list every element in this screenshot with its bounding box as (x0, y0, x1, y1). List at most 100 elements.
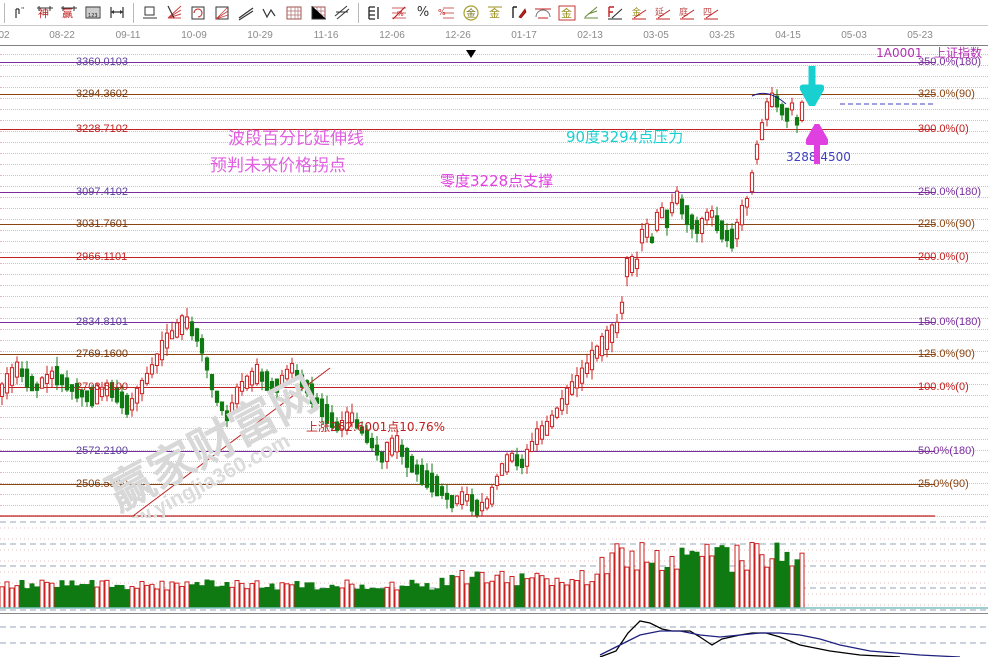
volume-bar (184, 581, 190, 609)
candle (169, 321, 175, 340)
arc-icon[interactable] (532, 2, 554, 24)
price-chart-pane[interactable]: 波段百分比延伸线 预判未来价格拐点 90度3294点压力 零度3228点支撑 上涨262… (0, 46, 988, 518)
percent-level-label: 200.0%(0) (918, 251, 969, 263)
grid-dotted-line (0, 186, 988, 187)
volume-bar (379, 588, 385, 609)
toolbar-separator (358, 2, 359, 23)
volume-bar (249, 583, 255, 609)
parallel-lines-icon[interactable] (331, 2, 353, 24)
fibonacci-level-line (0, 484, 935, 485)
candle (319, 393, 325, 425)
annotation-predict-turning: 预判未来价格拐点 (210, 156, 346, 176)
candle (744, 195, 750, 216)
divine-line-icon[interactable]: 神 (34, 2, 56, 24)
volume-bar (324, 588, 330, 609)
date-axis-label: 02-13 (577, 30, 603, 41)
candlestick-pen-icon[interactable]: " (10, 2, 32, 24)
volume-bar (4, 581, 10, 609)
four-line-icon[interactable]: 四 (700, 2, 722, 24)
volume-bar (469, 576, 475, 609)
volume-bar (79, 583, 85, 609)
volume-bar (424, 583, 430, 609)
svg-text:%: % (397, 10, 404, 18)
candle (544, 415, 550, 436)
volume-bar (684, 554, 690, 609)
fan-fibonacci-icon[interactable] (163, 2, 185, 24)
date-axis-label: 05-03 (841, 30, 867, 41)
price-level-label: 3360.0103 (76, 56, 128, 68)
candle (119, 385, 125, 415)
win-line-icon[interactable]: 赢 (58, 2, 80, 24)
volume-bar (234, 580, 240, 609)
measure-icon[interactable] (106, 2, 128, 24)
percent-level-label: 125.0%(90) (918, 348, 975, 360)
percent-line-icon[interactable]: % (436, 2, 458, 24)
symbol-code: 1A0001 (876, 46, 923, 60)
gann-grid-icon[interactable] (211, 2, 233, 24)
date-axis-label: 12-06 (379, 30, 405, 41)
gold-box-icon[interactable]: 金 (556, 2, 578, 24)
spiral-box-icon[interactable] (187, 2, 209, 24)
volume-bar (799, 552, 805, 609)
indicator-pane[interactable] (0, 615, 988, 657)
pen-tool-icon[interactable] (508, 2, 530, 24)
volume-bar (729, 571, 735, 609)
price-level-label: 2834.8101 (76, 316, 128, 328)
volume-bar (439, 577, 445, 609)
grid-dotted-line (0, 263, 988, 264)
volume-bar (34, 586, 40, 609)
candle (364, 425, 370, 445)
grid-dotted-line (0, 120, 988, 121)
angle-line-icon[interactable] (580, 2, 602, 24)
volume-bar (714, 547, 720, 609)
zigzag-icon[interactable] (259, 2, 281, 24)
volume-bar (139, 580, 145, 609)
percent-icon[interactable]: % (416, 5, 430, 20)
percent-extend-icon[interactable]: 庭 (676, 2, 698, 24)
volume-bar (119, 585, 125, 609)
candle (614, 313, 620, 339)
candle (434, 474, 440, 497)
volume-bar (419, 586, 425, 609)
gann-box-icon[interactable]: 123 (82, 2, 104, 24)
grid-dotted-line (0, 472, 988, 473)
volume-bar (9, 587, 15, 609)
grid-icon[interactable] (283, 2, 305, 24)
candle (399, 439, 405, 465)
percent-fan-icon[interactable]: % (388, 2, 410, 24)
price-level-label: 2769.1600 (76, 348, 128, 360)
grid-dotted-line (0, 98, 988, 99)
price-level-label: 3228.7102 (76, 123, 128, 135)
grid-dotted-line (0, 219, 988, 220)
rectangle-icon[interactable] (139, 2, 161, 24)
percent-level-label: 50.0%(180) (918, 445, 975, 457)
extend-line-icon[interactable]: 延 (652, 2, 674, 24)
candle (354, 412, 360, 430)
indicator-lines (0, 620, 988, 657)
candle (199, 334, 205, 362)
volume-bar (464, 583, 470, 609)
volume-bar (84, 584, 90, 609)
price-level-label: 2966.1101 (76, 251, 128, 263)
fibo-f-icon[interactable] (604, 2, 626, 24)
volume-bar (144, 584, 150, 609)
gold-ratio-icon[interactable]: 金 (484, 2, 506, 24)
candle (29, 373, 35, 392)
price-level-label: 2703.5100 (76, 381, 128, 393)
gold-circle-icon[interactable]: 金 (460, 2, 482, 24)
candle (79, 388, 85, 407)
grid-dotted-line (0, 197, 988, 198)
ladder-icon[interactable] (364, 2, 386, 24)
volume-bar (319, 588, 325, 609)
candle (779, 102, 785, 121)
grid-axis-icon[interactable] (307, 2, 329, 24)
volume-pane[interactable] (0, 518, 988, 614)
grid-dotted-line (0, 285, 988, 286)
top-price-leader (770, 104, 790, 151)
candle (239, 373, 245, 396)
grid-dotted-line (0, 351, 988, 352)
candle (439, 483, 445, 500)
volume-bar (659, 569, 665, 609)
gold-angle-icon[interactable]: 金 (628, 2, 650, 24)
trend-channel-icon[interactable] (235, 2, 257, 24)
